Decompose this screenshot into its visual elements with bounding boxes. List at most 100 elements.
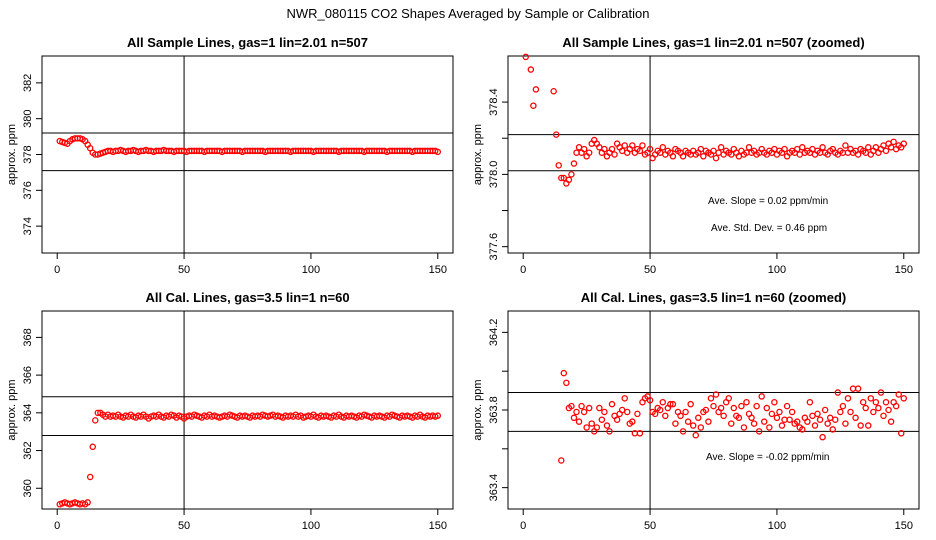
y-axis-label: approx. ppm [6, 124, 18, 185]
y-tick-label: 380 [22, 110, 34, 128]
data-point [84, 499, 91, 506]
chart-title: All Cal. Lines, gas=3.5 lin=1 n=60 (zoom… [581, 290, 847, 305]
data-point [766, 424, 773, 431]
data-point [598, 416, 606, 423]
data-point [578, 402, 585, 410]
data-point [558, 174, 565, 182]
data-point [811, 422, 819, 429]
data-point [705, 418, 712, 425]
data-point [717, 404, 725, 412]
data-point [621, 142, 628, 149]
data-point [434, 412, 442, 419]
data-point [890, 138, 897, 146]
data-point [717, 144, 725, 151]
data-point [728, 420, 735, 427]
suptitle: NWR_080115 CO2 Shapes Averaged by Sample… [286, 6, 649, 21]
plot-frame [507, 55, 920, 254]
data-point [814, 410, 821, 418]
x-tick-label: 50 [178, 520, 190, 532]
data-point [689, 422, 697, 429]
data-point [608, 400, 616, 408]
data-point [771, 398, 778, 406]
data-point [837, 408, 844, 416]
data-point [570, 414, 578, 422]
data-point [880, 412, 887, 420]
x-tick-label: 0 [520, 264, 526, 276]
data-point [86, 473, 94, 481]
y-tick-label: 362 [22, 441, 34, 459]
data-point [634, 410, 641, 418]
data-point [568, 171, 575, 178]
data-point [434, 148, 442, 156]
x-tick-label: 50 [644, 520, 656, 532]
data-point [563, 379, 570, 387]
annotation: Ave. Std. Dev. = 0.46 ppm [711, 223, 827, 234]
y-tick-label: 378 [22, 145, 34, 163]
data-point [618, 406, 626, 414]
data-point [832, 416, 839, 423]
data-point [575, 144, 583, 151]
data-point [629, 418, 636, 425]
data-point [667, 400, 674, 408]
data-point [89, 443, 96, 451]
data-point [603, 422, 611, 429]
data-point [532, 86, 540, 93]
data-point [580, 145, 588, 153]
data-point [712, 154, 720, 162]
data-point [669, 153, 677, 160]
data-point [695, 414, 702, 422]
data-point [621, 395, 628, 402]
data-point [527, 66, 535, 73]
data-point [707, 395, 715, 402]
data-point [646, 145, 654, 153]
data-point [849, 385, 857, 392]
data-point [613, 416, 621, 423]
data-point [844, 395, 852, 402]
data-point [862, 404, 869, 412]
data-point [601, 408, 608, 416]
data-point [611, 151, 618, 158]
data-point [900, 395, 908, 402]
data-point [748, 414, 755, 422]
data-point [816, 416, 824, 423]
y-tick-label: 360 [22, 479, 34, 497]
data-point [530, 102, 537, 109]
data-point [560, 369, 568, 377]
data-point [781, 416, 788, 423]
data-point [583, 424, 590, 431]
data-point [596, 404, 603, 412]
data-point [593, 424, 601, 431]
annotation: Ave. Slope = -0.02 ppm/min [706, 452, 830, 463]
data-point [895, 391, 902, 398]
data-point [786, 416, 793, 423]
data-point [550, 87, 557, 95]
y-tick-label: 364.2 [488, 319, 500, 347]
data-point [760, 418, 768, 425]
data-point [656, 406, 664, 414]
data-point [575, 418, 583, 425]
data-point [646, 397, 654, 404]
data-point [679, 153, 687, 160]
y-tick-label: 364 [22, 404, 34, 422]
data-point [778, 422, 786, 429]
data-point [573, 149, 580, 156]
data-point [799, 144, 806, 151]
data-point [608, 145, 616, 153]
data-point [687, 400, 694, 408]
data-point [92, 417, 99, 424]
y-tick-label: 374 [22, 217, 34, 235]
data-point [636, 147, 644, 155]
data-point [555, 162, 562, 169]
data-point [672, 420, 679, 427]
data-point [768, 410, 776, 418]
data-point [897, 430, 905, 437]
x-tick-label: 50 [178, 264, 190, 276]
chart-panel-1: All Sample Lines, gas=1 lin=2.01 n=507 0 5… [6, 35, 454, 276]
data-point [900, 140, 908, 147]
data-point [585, 404, 593, 412]
data-point [882, 147, 890, 155]
data-point [735, 414, 743, 422]
x-tick-label: 100 [768, 264, 786, 276]
data-point [606, 428, 613, 435]
x-tick-label: 0 [520, 520, 526, 532]
